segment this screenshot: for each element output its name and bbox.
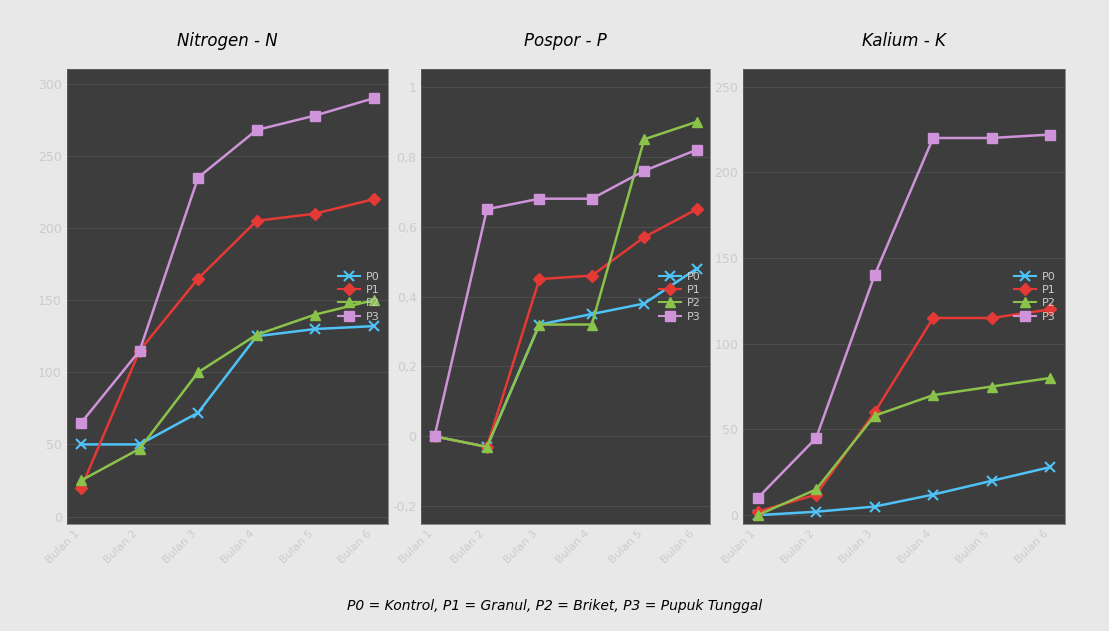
Line: P3: P3 [753, 130, 1055, 503]
P2 [74, 476, 88, 484]
P1 [250, 217, 263, 225]
P0 [192, 409, 205, 416]
P2 [1044, 374, 1057, 382]
P0 [74, 440, 88, 448]
P2 [751, 511, 764, 519]
Line: P1: P1 [753, 305, 1055, 516]
P2 [428, 433, 441, 440]
Line: P0: P0 [753, 463, 1055, 520]
P3 [868, 271, 882, 279]
P0 [926, 491, 939, 498]
P1 [810, 491, 823, 498]
P3 [192, 174, 205, 181]
P3 [428, 433, 441, 440]
P0 [751, 511, 764, 519]
P2 [192, 369, 205, 376]
P1 [751, 508, 764, 516]
Line: P1: P1 [77, 195, 378, 492]
P3 [751, 494, 764, 502]
P1 [480, 443, 494, 451]
Text: Kalium - K: Kalium - K [862, 32, 946, 50]
P3 [250, 126, 263, 134]
P2 [367, 297, 380, 304]
P1 [985, 314, 998, 322]
P3 [810, 434, 823, 442]
P3 [638, 167, 651, 175]
Legend: P0, P1, P2, P3: P0, P1, P2, P3 [655, 268, 704, 325]
P2 [638, 136, 651, 143]
P3 [985, 134, 998, 142]
P3 [532, 195, 546, 203]
P2 [586, 321, 599, 328]
P0 [480, 443, 494, 451]
P1 [586, 272, 599, 280]
P2 [868, 412, 882, 420]
Line: P2: P2 [753, 373, 1055, 520]
P0 [133, 440, 146, 448]
P3 [367, 95, 380, 102]
Line: P0: P0 [429, 264, 702, 452]
Legend: P0, P1, P2, P3: P0, P1, P2, P3 [334, 268, 383, 325]
P3 [308, 112, 322, 119]
Legend: P0, P1, P2, P3: P0, P1, P2, P3 [1010, 268, 1059, 325]
P0 [367, 322, 380, 330]
P0 [690, 265, 703, 273]
P0 [810, 508, 823, 516]
Line: P3: P3 [77, 93, 378, 428]
Line: P3: P3 [429, 145, 702, 441]
P3 [74, 419, 88, 427]
Line: P2: P2 [77, 295, 378, 485]
P0 [1044, 463, 1057, 471]
P3 [480, 206, 494, 213]
Text: P0 = Kontrol, P1 = Granul, P2 = Briket, P3 = Pupuk Tunggal: P0 = Kontrol, P1 = Granul, P2 = Briket, … [347, 599, 762, 613]
P1 [308, 210, 322, 218]
P1 [367, 196, 380, 203]
P1 [868, 408, 882, 416]
P0 [250, 333, 263, 340]
P2 [532, 321, 546, 328]
P1 [532, 275, 546, 283]
P0 [532, 321, 546, 328]
P1 [690, 206, 703, 213]
P2 [250, 331, 263, 339]
P1 [428, 433, 441, 440]
P3 [1044, 131, 1057, 138]
Line: P2: P2 [429, 117, 702, 452]
Line: P1: P1 [430, 205, 701, 451]
P1 [1044, 305, 1057, 313]
Text: Nitrogen - N: Nitrogen - N [177, 32, 277, 50]
P0 [308, 325, 322, 333]
Line: P0: P0 [77, 321, 378, 449]
P0 [428, 433, 441, 440]
P2 [926, 391, 939, 399]
P1 [638, 233, 651, 241]
P3 [926, 134, 939, 142]
P1 [926, 314, 939, 322]
P0 [586, 310, 599, 318]
P2 [985, 383, 998, 391]
P3 [690, 146, 703, 153]
P0 [868, 503, 882, 510]
P3 [133, 347, 146, 355]
P2 [480, 443, 494, 451]
P1 [74, 484, 88, 492]
P2 [690, 118, 703, 126]
P0 [638, 300, 651, 307]
P2 [133, 445, 146, 452]
P1 [133, 347, 146, 355]
P2 [308, 311, 322, 319]
P3 [586, 195, 599, 203]
P0 [985, 477, 998, 485]
P1 [192, 274, 205, 282]
P2 [810, 486, 823, 493]
Text: Pospor - P: Pospor - P [525, 32, 607, 50]
